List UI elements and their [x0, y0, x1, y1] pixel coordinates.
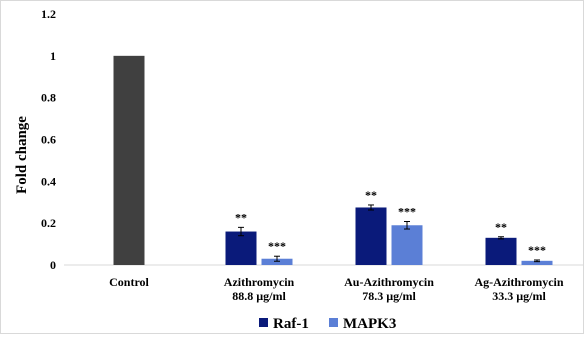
significance-label: ***	[398, 204, 416, 218]
y-tick-label: 0	[50, 258, 56, 272]
bar-control	[113, 55, 145, 266]
significance-label: **	[495, 220, 507, 234]
significance-label: ***	[268, 239, 286, 253]
significance-labels: ***************	[235, 188, 546, 257]
x-category-label: Au-Azithromycin	[344, 275, 434, 289]
x-category-label: Azithromycin	[224, 275, 295, 289]
x-category-label: 33.3 µg/ml	[492, 289, 546, 303]
y-tick-label: 1	[50, 49, 56, 63]
bar-raf-1	[225, 231, 257, 265]
y-axis: 0 0.2 0.4 0.6 0.8 1 1.2	[41, 7, 56, 272]
legend-swatch	[329, 318, 338, 327]
significance-label: **	[365, 188, 377, 202]
y-tick-label: 1.2	[41, 7, 56, 21]
y-tick-label: 0.2	[41, 216, 56, 230]
bar-mapk3	[391, 225, 423, 265]
bar-mapk3	[261, 258, 293, 265]
significance-label: ***	[528, 243, 546, 257]
legend-label: Raf-1	[273, 316, 309, 332]
y-axis-title: Fold change	[14, 116, 30, 194]
y-tick-label: 0.6	[41, 133, 56, 147]
significance-label: **	[235, 210, 247, 224]
x-category-label: 88.8 µg/ml	[232, 289, 286, 303]
y-tick-label: 0.4	[41, 174, 56, 188]
x-category-label: Ag-Azithromycin	[474, 275, 563, 289]
x-category-label: Control	[109, 275, 149, 289]
x-category-label: 78.3 µg/ml	[362, 289, 416, 303]
legend: Raf-1 MAPK3	[259, 316, 396, 332]
bar-raf-1	[355, 207, 387, 265]
bars	[113, 55, 553, 266]
legend-swatch	[259, 318, 268, 327]
legend-label: MAPK3	[343, 316, 396, 332]
bar-mapk3	[521, 260, 553, 265]
bar-raf-1	[485, 237, 517, 265]
y-tick-label: 0.8	[41, 91, 56, 105]
